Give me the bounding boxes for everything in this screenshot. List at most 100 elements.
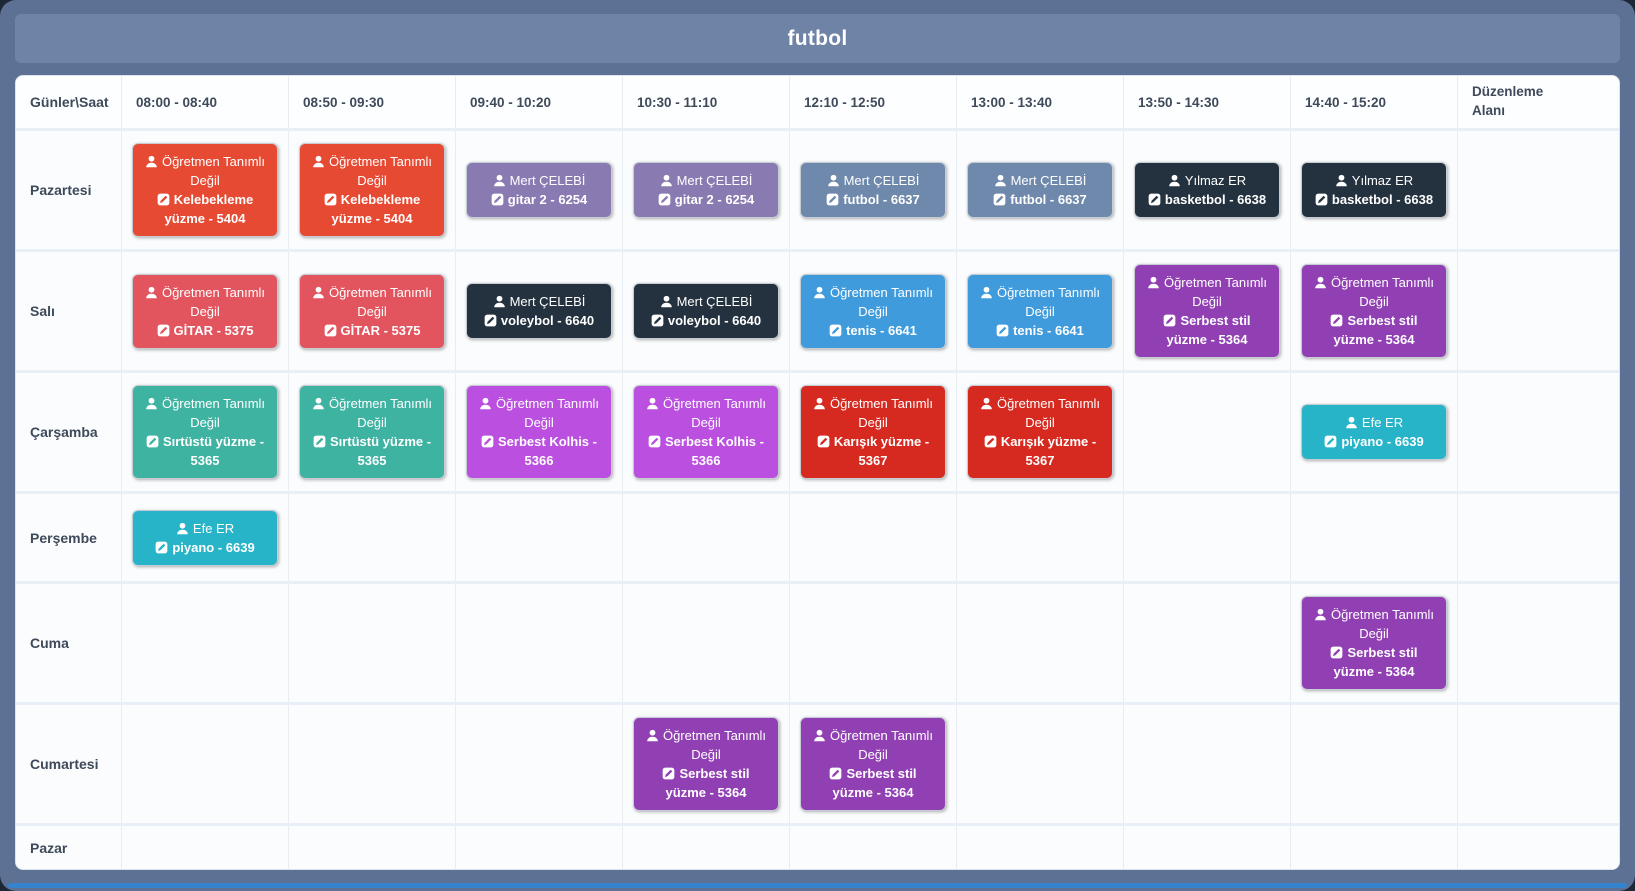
teacher-name: Mert ÇELEBİ [509,294,586,309]
lesson-name: basketbol - 6638 [1164,192,1267,207]
slot-cell [622,584,789,702]
slot-cell [121,584,288,702]
slot-cell: Öğretmen Tanımlı Değil GİTAR - 5375 [121,252,288,370]
day-row-4: Perşembe Efe ER piyano - 6639 [16,491,1619,581]
person-icon [814,729,825,742]
lesson-card[interactable]: Öğretmen Tanımlı Değil Serbest stil yüzme… [1301,264,1447,358]
slot-cell: Öğretmen Tanımlı Değil Kelebekleme yüzme … [288,131,455,249]
lesson-name: Kelebekleme yüzme - 5404 [331,192,421,226]
bottom-accent-bar [8,883,1627,888]
teacher-name: Öğretmen Tanımlı Değil [1163,275,1268,309]
lesson-card[interactable]: Öğretmen Tanımlı Değil Serbest stil yüzme… [633,717,779,811]
lesson-card[interactable]: Mert ÇELEBİ futbol - 6637 [800,162,946,218]
slot-cell: Mert ÇELEBİ voleybol - 6640 [622,252,789,370]
time-header-7: 13:50 - 14:30 [1123,76,1290,128]
lesson-card[interactable]: Mert ÇELEBİ gitar 2 - 6254 [466,162,612,218]
lesson-card[interactable]: Öğretmen Tanımlı Değil Serbest Kolhis - 5… [633,385,779,479]
lesson-card[interactable]: Efe ER piyano - 6639 [132,509,278,566]
slot-cell [1123,584,1290,702]
card-teacher: Öğretmen Tanımlı Değil [1144,273,1270,311]
lesson-card[interactable]: Mert ÇELEBİ futbol - 6637 [967,162,1113,218]
time-header-5: 12:10 - 12:50 [789,76,956,128]
edit-area-cell [1457,131,1619,249]
lesson-name: Sırtüstü yüzme - 5365 [329,434,432,468]
person-icon [313,286,324,298]
person-icon [493,174,505,187]
lesson-card[interactable]: Mert ÇELEBİ gitar 2 - 6254 [633,162,779,218]
card-teacher: Mert ÇELEBİ [476,171,602,190]
day-label: Pazartesi [30,182,92,198]
day-label: Salı [30,303,55,319]
person-icon [827,174,839,187]
lesson-name: Karışık yüzme - 5367 [833,434,930,468]
card-lesson: Karışık yüzme - 5367 [977,432,1103,470]
card-teacher: Öğretmen Tanımlı Değil [142,394,268,432]
slot-cell [121,826,288,869]
slot-cell [956,584,1123,702]
edit-pencil-icon [313,435,326,448]
slot-cell [1123,373,1290,491]
teacher-name: Öğretmen Tanımlı Değil [495,396,600,430]
day-label: Perşembe [30,529,97,546]
lesson-name: tenis - 6641 [1013,322,1084,338]
lesson-card[interactable]: Öğretmen Tanımlı Değil Kelebekleme yüzme … [299,143,445,237]
lesson-card[interactable]: Öğretmen Tanımlı Değil Serbest Kolhis - 5… [466,385,612,479]
lesson-card[interactable]: Yılmaz ER basketbol - 6638 [1301,162,1447,218]
lesson-card[interactable]: Öğretmen Tanımlı Değil Serbest stil yüzme… [1134,264,1280,358]
slot-cell: Öğretmen Tanımlı Değil Serbest Kolhis - 5… [455,373,622,491]
header-row: Günler\Saat 08:00 - 08:40 08:50 - 09:30 … [16,76,1619,128]
slot-cell [1123,494,1290,581]
day-label: Cuma [30,635,69,651]
lesson-card[interactable]: Öğretmen Tanımlı Değil tenis - 6641 [800,273,946,349]
lesson-card[interactable]: Yılmaz ER basketbol - 6638 [1134,162,1280,218]
edit-pencil-icon [481,435,494,448]
lesson-card[interactable]: Öğretmen Tanımlı Değil Karışık yüzme - 53… [967,385,1113,479]
slot-cell: Mert ÇELEBİ futbol - 6637 [956,131,1123,249]
lesson-card[interactable]: Öğretmen Tanımlı Değil tenis - 6641 [967,273,1113,349]
slot-cell [789,584,956,702]
card-teacher: Mert ÇELEBİ [977,171,1103,190]
lesson-card[interactable]: Öğretmen Tanımlı Değil GİTAR - 5375 [299,273,445,349]
person-icon [480,397,491,410]
card-lesson: piyano - 6639 [1311,432,1437,451]
lesson-card[interactable]: Öğretmen Tanımlı Değil Serbest stil yüzme… [800,717,946,811]
edit-pencil-icon [324,324,336,336]
person-icon [647,729,658,742]
card-lesson: gitar 2 - 6254 [643,190,769,209]
slot-cell: Öğretmen Tanımlı Değil Serbest stil yüzme… [789,705,956,823]
lesson-card[interactable]: Öğretmen Tanımlı Değil Karışık yüzme - 53… [800,385,946,479]
card-lesson: Karışık yüzme - 5367 [810,432,936,470]
edit-pencil-icon [1148,193,1161,206]
lesson-card[interactable]: Öğretmen Tanımlı Değil Sırtüstü yüzme - 5… [132,385,278,479]
card-lesson: GİTAR - 5375 [142,321,268,340]
card-lesson: Serbest Kolhis - 5366 [476,432,602,470]
teacher-name: Öğretmen Tanımlı Değil [161,284,266,319]
day-row-3: Çarşamba Öğretmen Tanımlı Değil Sırtüstü y… [16,370,1619,491]
card-teacher: Öğretmen Tanımlı Değil [1311,273,1437,311]
lesson-card[interactable]: Öğretmen Tanımlı Değil Sırtüstü yüzme - 5… [299,385,445,479]
lesson-card[interactable]: Mert ÇELEBİ voleybol - 6640 [633,283,779,339]
teacher-name: Öğretmen Tanımlı Değil [829,396,934,430]
lesson-card[interactable]: Efe ER piyano - 6639 [1301,404,1447,460]
lesson-card[interactable]: Öğretmen Tanımlı Değil GİTAR - 5375 [132,273,278,349]
lesson-card[interactable]: Öğretmen Tanımlı Değil Serbest stil yüzme… [1301,596,1447,690]
person-icon [146,155,157,168]
time-header-3: 09:40 - 10:20 [455,76,622,128]
slot-cell [288,584,455,702]
card-lesson: voleybol - 6640 [476,311,602,330]
teacher-name: Yılmaz ER [1351,173,1414,188]
slot-cell: Öğretmen Tanımlı Değil Serbest stil yüzme… [1290,252,1457,370]
person-icon [1336,174,1347,187]
edit-pencil-icon [491,193,504,206]
teacher-name: Yılmaz ER [1184,173,1247,188]
slot-cell [1123,705,1290,823]
time-header-8: 14:40 - 15:20 [1290,76,1457,128]
title-bar: futbol [15,14,1620,63]
person-icon [1315,276,1326,289]
slot-cell [789,494,956,581]
card-teacher: Öğretmen Tanımlı Değil [810,726,936,764]
lesson-card[interactable]: Mert ÇELEBİ voleybol - 6640 [466,283,612,339]
slot-cell [1290,826,1457,869]
lesson-card[interactable]: Öğretmen Tanımlı Değil Kelebekleme yüzme … [132,143,278,237]
